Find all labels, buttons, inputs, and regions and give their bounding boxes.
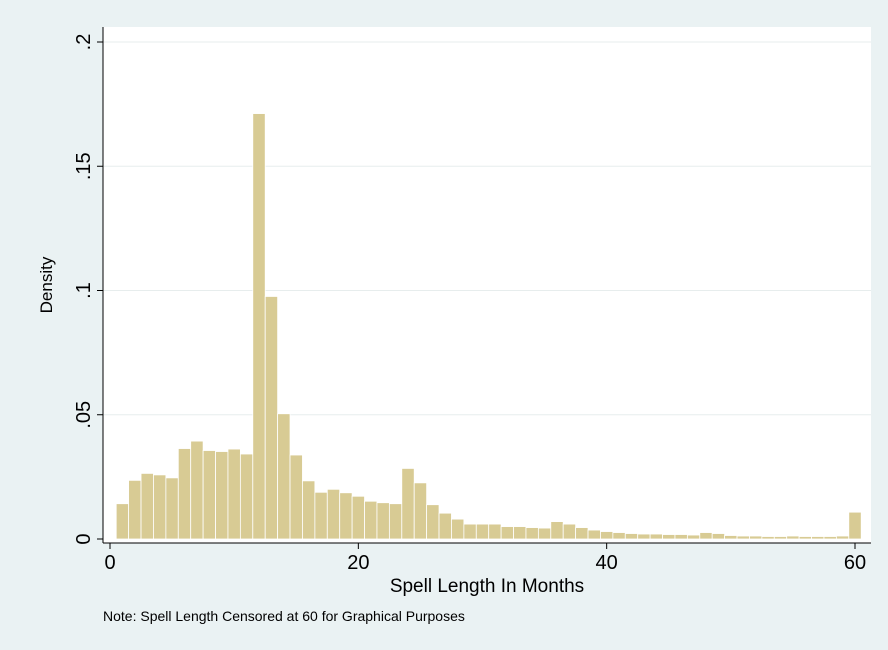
histogram-bar — [128, 479, 142, 540]
histogram-bar — [314, 491, 328, 540]
histogram-bar — [239, 453, 254, 540]
histogram-bar — [277, 413, 291, 540]
histogram-bar — [401, 468, 415, 540]
histogram-bar — [351, 495, 365, 540]
histogram-bar — [376, 502, 390, 540]
histogram-bar — [513, 526, 527, 540]
histogram-bar — [786, 535, 800, 540]
histogram-bar — [140, 472, 154, 540]
histogram-bar — [451, 518, 465, 540]
histogram-bar — [463, 523, 477, 540]
histogram-bar — [587, 529, 601, 540]
y-tick-label: .1 — [73, 282, 95, 299]
histogram-bar — [811, 536, 825, 540]
x-tick-label: 40 — [596, 552, 618, 574]
histogram-bar — [525, 527, 539, 540]
histogram-bar — [115, 503, 130, 540]
x-tick-label: 20 — [347, 552, 369, 574]
chart-note: Note: Spell Length Censored at 60 for Gr… — [103, 608, 465, 624]
histogram-bar — [202, 450, 216, 540]
histogram-bar — [662, 534, 676, 540]
histogram-bar — [500, 526, 514, 540]
histogram-bar — [364, 500, 378, 540]
y-tick-label: .2 — [73, 34, 95, 51]
histogram-bar — [649, 533, 663, 540]
histogram-bar — [326, 488, 341, 540]
histogram-bar — [339, 492, 353, 540]
histogram-bar — [600, 531, 614, 540]
tick-marks: 0 20 40 60 0 .05 .1 .15 .2 — [73, 34, 866, 574]
histogram-bar — [749, 535, 763, 540]
histogram-bar — [153, 474, 167, 540]
histogram-bar — [190, 440, 204, 540]
histogram-bar — [674, 534, 688, 540]
histogram-bar — [165, 477, 179, 540]
histogram-bar — [711, 533, 726, 540]
histogram-bar — [388, 503, 403, 540]
histogram-bar — [624, 533, 639, 540]
histogram-bar — [252, 113, 266, 540]
histogram-bar — [438, 512, 452, 540]
histogram-bar — [475, 523, 490, 540]
x-axis-label: Spell Length In Months — [390, 576, 584, 597]
histogram-bar — [264, 296, 279, 540]
histogram-bar — [823, 536, 837, 540]
axes — [102, 27, 871, 544]
histogram-bar — [686, 534, 701, 540]
histogram-bar — [562, 523, 577, 540]
y-tick-label: 0 — [73, 533, 95, 544]
histogram-bar — [798, 536, 812, 540]
x-tick-label: 0 — [104, 552, 115, 574]
histogram-bar — [215, 451, 229, 540]
histogram-bar — [699, 532, 713, 540]
histogram-bar — [488, 523, 502, 540]
y-tick-label: .15 — [73, 152, 95, 180]
histogram-bar — [575, 527, 589, 540]
grid-lines — [103, 41, 871, 416]
histogram-bar — [724, 535, 738, 540]
histogram-bar — [550, 521, 564, 540]
histogram-bar — [761, 536, 775, 540]
histogram-bar — [848, 511, 862, 540]
histogram-bar — [736, 535, 750, 540]
histogram-bar — [289, 454, 303, 540]
histogram-bar — [177, 448, 192, 540]
y-axis-label: Density — [37, 256, 56, 313]
histogram-bars — [115, 113, 862, 540]
histogram-bar — [773, 536, 788, 540]
histogram-bar — [302, 480, 316, 540]
histogram-bar — [537, 527, 552, 540]
histogram-bar — [612, 532, 626, 540]
x-tick-label: 60 — [844, 552, 866, 574]
histogram-bar — [227, 448, 241, 540]
histogram-bar — [637, 533, 651, 540]
histogram-bar — [413, 482, 428, 540]
histogram-bar — [426, 504, 440, 540]
y-tick-label: .05 — [73, 401, 95, 429]
histogram-bar — [835, 535, 850, 540]
